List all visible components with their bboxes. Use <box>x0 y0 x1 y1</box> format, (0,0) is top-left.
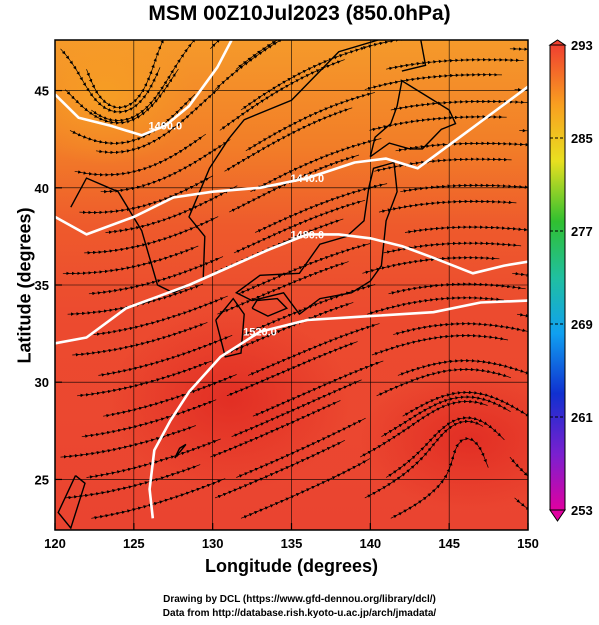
x-tick-label: 140 <box>359 536 381 551</box>
streamline <box>404 225 528 234</box>
streamline <box>91 478 226 520</box>
streamline <box>367 296 504 315</box>
streamline <box>509 456 528 480</box>
streamline <box>60 48 161 114</box>
streamline <box>514 497 528 511</box>
contour-label: 1400.0 <box>149 121 183 133</box>
x-axis-ticks: 120 125 130 135 140 145 150 <box>44 523 539 551</box>
streamline <box>240 46 369 111</box>
warm-region-south <box>110 310 350 490</box>
streamline <box>105 185 238 234</box>
colorbar-bottom-arrow <box>549 509 566 522</box>
streamline <box>388 282 526 295</box>
x-tick-label: 145 <box>438 536 460 551</box>
streamline <box>88 256 224 296</box>
colorbar: 253 261 269 277 285 293 <box>548 38 593 522</box>
credit-data: Data from http://database.rish.kyoto-u.a… <box>162 608 437 619</box>
streamline <box>395 141 528 152</box>
colorbar-tick-label: 285 <box>571 131 593 146</box>
y-tick-label: 30 <box>35 375 49 390</box>
colorbar-top-arrow <box>548 39 567 46</box>
streamline <box>393 321 528 336</box>
map-field: 1400.0 1440.0 1480.0 1520.0 <box>55 40 528 530</box>
streamline <box>236 40 286 70</box>
colorbar-tick-label: 261 <box>571 410 593 425</box>
streamline <box>93 295 228 336</box>
streamline <box>400 183 528 193</box>
streamline <box>516 313 528 318</box>
y-axis-ticks: 25 30 35 40 45 <box>35 84 62 487</box>
x-axis-label: Longitude (degrees) <box>204 556 378 576</box>
height-contours: 1400.0 1440.0 1480.0 1520.0 <box>55 40 528 519</box>
streamline <box>86 438 221 479</box>
streamline <box>360 40 493 50</box>
colorbar-ticks: 253 261 269 277 285 293 <box>550 38 593 518</box>
warm-region-east <box>360 370 528 510</box>
streamline <box>390 99 528 112</box>
streamline <box>386 57 524 71</box>
streamline <box>371 333 509 356</box>
contour-line <box>55 233 528 345</box>
streamline <box>364 72 502 91</box>
contour-label: 1480.0 <box>290 229 324 241</box>
streamline <box>512 271 528 277</box>
x-tick-label: 125 <box>123 536 145 551</box>
x-tick-label: 135 <box>281 536 303 551</box>
colorbar-tick-label: 269 <box>571 317 593 332</box>
x-tick-label: 150 <box>517 536 539 551</box>
credit-drawing: Drawing by DCL (https://www.gfd-dennou.o… <box>163 594 436 605</box>
streamline <box>103 374 237 418</box>
streamlines <box>60 40 528 520</box>
contour-label: 1520.0 <box>243 327 277 339</box>
streamline <box>369 115 507 132</box>
y-tick-label: 35 <box>35 278 49 293</box>
streamline <box>362 255 500 275</box>
x-tick-label: 120 <box>44 536 66 551</box>
streamline <box>378 199 517 213</box>
streamline <box>509 47 528 51</box>
y-tick-label: 45 <box>35 84 49 99</box>
y-axis-label: Latitude (degrees) <box>14 207 35 364</box>
streamline <box>374 157 512 173</box>
map-title: MSM 00Z10Jul2023 (850.0hPa) <box>148 2 451 25</box>
contour-line <box>148 299 528 519</box>
x-tick-label: 130 <box>202 536 224 551</box>
y-tick-label: 40 <box>35 181 49 196</box>
y-tick-label: 25 <box>35 472 49 487</box>
contour-line <box>55 40 233 137</box>
streamline <box>397 358 528 376</box>
colorbar-tick-label: 293 <box>571 38 593 53</box>
colorbar-tick-label: 253 <box>571 503 593 518</box>
colorbar-scale <box>549 44 566 511</box>
colorbar-tick-label: 277 <box>571 224 593 239</box>
streamline <box>210 40 220 50</box>
contour-line <box>55 85 528 236</box>
streamline <box>98 334 233 377</box>
contour-label: 1440.0 <box>290 173 324 185</box>
